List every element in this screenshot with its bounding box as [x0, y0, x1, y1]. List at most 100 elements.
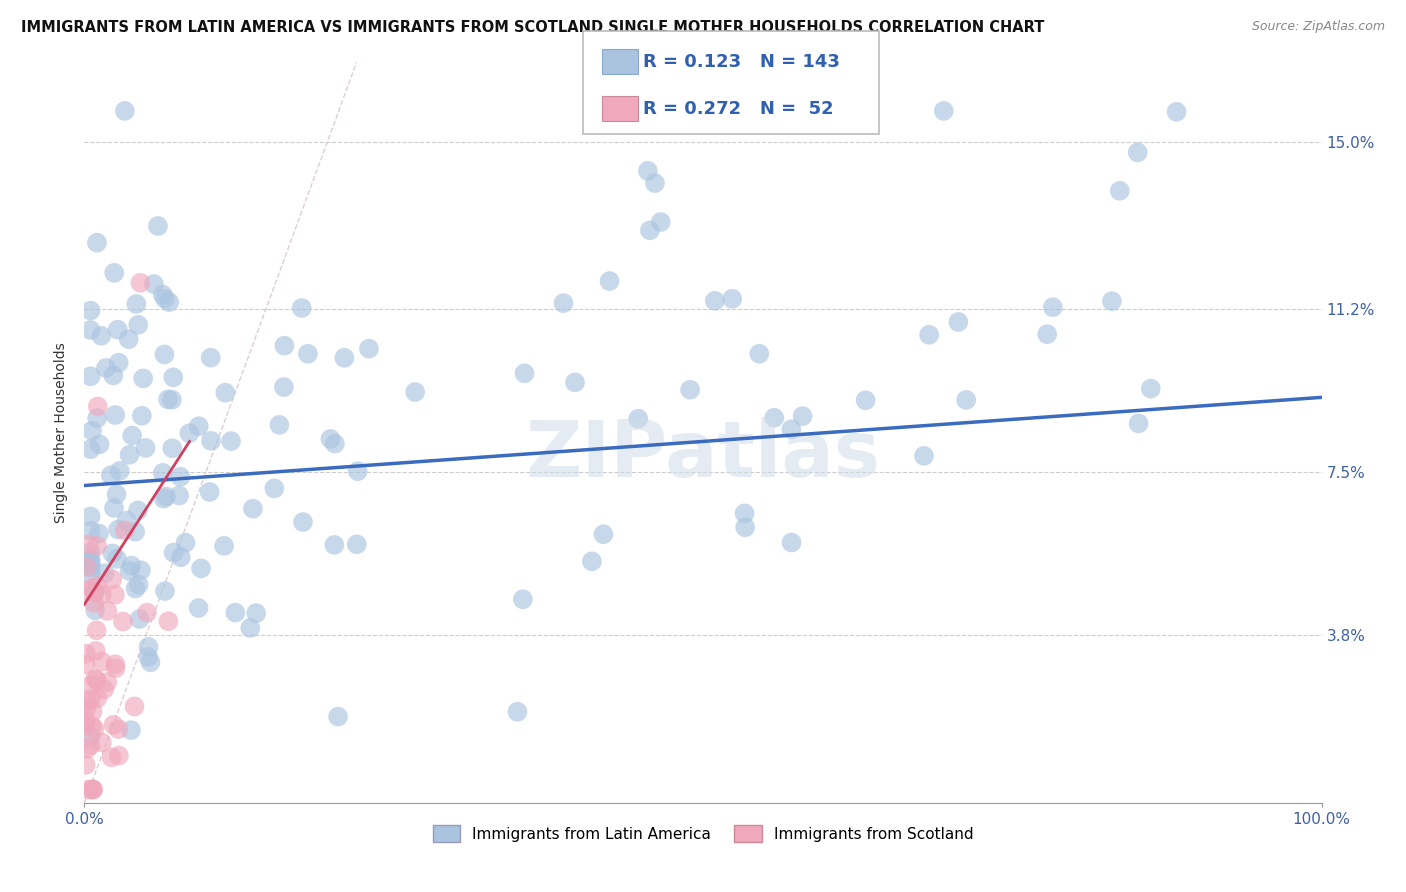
Point: [333, 351, 356, 365]
Point: [79, 738, 101, 752]
Point: [319, 432, 342, 446]
Point: [239, 621, 262, 635]
Point: [77, 537, 100, 551]
Point: [79, 509, 101, 524]
Point: [644, 176, 666, 190]
Point: [75, 758, 97, 772]
Point: [160, 441, 183, 455]
Point: [136, 649, 159, 664]
Point: [190, 561, 212, 575]
Point: [136, 606, 159, 620]
Point: [245, 606, 267, 620]
Point: [157, 295, 180, 310]
Point: [187, 601, 209, 615]
Point: [96, 604, 118, 618]
Point: [80, 581, 103, 595]
Point: [76, 694, 98, 708]
Point: [107, 356, 129, 370]
Point: [721, 292, 744, 306]
Point: [90, 328, 112, 343]
Point: [79, 554, 101, 568]
Point: [125, 297, 148, 311]
Point: [1128, 417, 1150, 431]
Point: [581, 554, 603, 568]
Point: [132, 371, 155, 385]
Point: [105, 552, 128, 566]
Point: [84, 644, 107, 658]
Point: [599, 274, 621, 288]
Point: [912, 449, 935, 463]
Point: [75, 719, 97, 733]
Point: [142, 277, 165, 291]
Point: [86, 235, 108, 250]
Point: [87, 400, 110, 414]
Point: [108, 464, 131, 478]
Point: [734, 520, 756, 534]
Point: [79, 567, 101, 582]
Point: [107, 523, 129, 537]
Point: [90, 735, 112, 749]
Point: [79, 369, 101, 384]
Point: [105, 487, 128, 501]
Point: [86, 673, 108, 688]
Point: [553, 296, 575, 310]
Point: [346, 537, 368, 551]
Point: [83, 596, 105, 610]
Point: [679, 383, 702, 397]
Point: [129, 563, 152, 577]
Point: [100, 468, 122, 483]
Point: [104, 657, 127, 672]
Point: [153, 347, 176, 361]
Point: [104, 408, 127, 422]
Point: [592, 527, 614, 541]
Point: [118, 448, 141, 462]
Point: [96, 675, 118, 690]
Text: Source: ZipAtlas.com: Source: ZipAtlas.com: [1251, 20, 1385, 33]
Point: [77, 584, 100, 599]
Point: [124, 699, 146, 714]
Point: [513, 367, 536, 381]
Legend: Immigrants from Latin America, Immigrants from Scotland: Immigrants from Latin America, Immigrant…: [426, 819, 980, 848]
Point: [564, 376, 586, 390]
Point: [103, 266, 125, 280]
Text: R = 0.272   N =  52: R = 0.272 N = 52: [643, 100, 834, 118]
Point: [108, 748, 131, 763]
Point: [86, 624, 108, 638]
Point: [932, 103, 955, 118]
Point: [506, 705, 529, 719]
Point: [77, 782, 100, 797]
Point: [918, 327, 941, 342]
Point: [103, 368, 125, 383]
Point: [273, 380, 295, 394]
Point: [75, 702, 97, 716]
Point: [326, 709, 349, 723]
Point: [297, 347, 319, 361]
Point: [82, 705, 104, 719]
Point: [128, 577, 150, 591]
Point: [114, 524, 136, 538]
Point: [114, 103, 136, 118]
Point: [242, 501, 264, 516]
Point: [174, 535, 197, 549]
Point: [748, 347, 770, 361]
Point: [212, 539, 235, 553]
Point: [82, 782, 104, 797]
Point: [93, 682, 115, 697]
Text: R = 0.123   N = 143: R = 0.123 N = 143: [643, 53, 839, 70]
Point: [323, 538, 346, 552]
Point: [86, 579, 108, 593]
Point: [146, 219, 169, 233]
Point: [780, 422, 803, 436]
Point: [1166, 104, 1188, 119]
Point: [80, 719, 103, 733]
Point: [219, 434, 242, 449]
Point: [75, 647, 97, 661]
Point: [127, 318, 149, 332]
Point: [124, 582, 146, 596]
Point: [120, 723, 142, 738]
Point: [404, 384, 426, 399]
Point: [103, 718, 125, 732]
Point: [79, 560, 101, 574]
Point: [79, 323, 101, 337]
Point: [101, 546, 124, 560]
